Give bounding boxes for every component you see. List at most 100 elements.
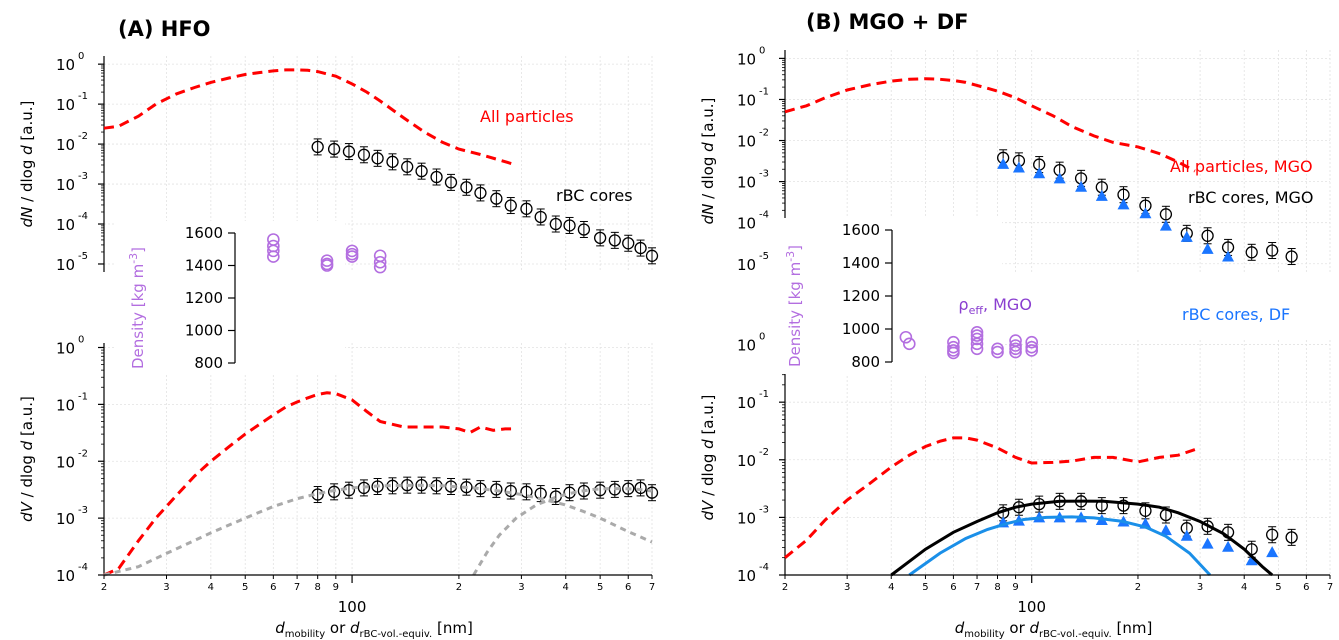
x-minor-label: 4 — [563, 582, 569, 593]
y-tick-exponent: 0 — [78, 51, 84, 62]
density-point — [947, 340, 960, 354]
annotation-label: All particles — [480, 107, 574, 126]
data-point — [504, 199, 517, 212]
data-point-triangle — [1053, 172, 1066, 184]
x-minor-label: 5 — [597, 582, 603, 593]
data-point — [357, 148, 371, 161]
density-point — [970, 337, 984, 351]
data-point — [634, 481, 647, 495]
x-minor-label: 8 — [314, 582, 320, 593]
data-point — [504, 484, 517, 498]
annotation-label: rBC cores — [556, 186, 633, 205]
annotation-label: rBC cores, DF — [1182, 305, 1290, 324]
data-point — [327, 485, 341, 498]
inset-y-title: Density [kg m-3] — [784, 245, 804, 367]
x-minor-label: 7 — [974, 582, 980, 593]
data-point — [444, 176, 458, 189]
density-point — [970, 329, 984, 342]
y-tick-label: 10 — [56, 340, 75, 358]
y-tick-exponent: -1 — [78, 391, 88, 402]
x-minor-label: 4 — [208, 582, 214, 593]
data-point — [1285, 250, 1298, 263]
x-axis: 2 3 4 5 6 7 8 9 2 3 4 5 6 7 100 dmobility or drBC-vol.-… — [782, 574, 1333, 640]
y-tick-exponent: -1 — [78, 91, 88, 102]
annotation-label: rBC cores, MGO — [1188, 188, 1314, 207]
data-point — [430, 170, 443, 184]
density-point — [345, 250, 359, 263]
data-point — [1201, 520, 1214, 533]
x-minor-label: 9 — [1012, 582, 1018, 593]
x-minor-label: 5 — [242, 582, 248, 593]
y-tick-exponent: -2 — [78, 448, 88, 459]
y-tick-label: 10 — [737, 337, 756, 355]
density-point — [320, 259, 334, 272]
data-point — [371, 152, 384, 165]
data-point-triangle — [1117, 198, 1130, 210]
data-point — [460, 481, 473, 494]
density-point — [1009, 339, 1022, 352]
data-point-triangle — [997, 157, 1010, 169]
inset-y-tick-label: 1000 — [185, 322, 223, 340]
density-point — [991, 345, 1004, 359]
y-tick-exponent: -2 — [78, 131, 88, 142]
data-point-triangle — [1159, 219, 1172, 231]
data-point — [327, 142, 341, 156]
data-point — [622, 482, 635, 495]
x-minor-label: 3 — [518, 582, 524, 593]
x-tick-label: 100 — [1017, 598, 1046, 616]
data-point — [577, 223, 591, 236]
data-point — [311, 140, 324, 154]
series-line — [472, 487, 653, 576]
data-point-triangle — [1012, 161, 1025, 173]
y-axis-title: dN / dlog d [a.u.] — [699, 98, 717, 225]
data-point — [386, 155, 399, 168]
data-point — [608, 234, 621, 247]
data-point — [634, 241, 647, 255]
y-axis-title: dV / dlog d [a.u.] — [18, 396, 36, 522]
data-point — [357, 481, 371, 495]
density-point — [345, 244, 359, 258]
x-minor-label: 6 — [1303, 582, 1309, 593]
series-line — [103, 391, 517, 577]
inset-y-tick-label: 1400 — [185, 257, 223, 275]
data-point — [415, 165, 428, 178]
data-point — [490, 192, 503, 205]
data-point — [520, 485, 533, 498]
y-tick-label: 10 — [56, 96, 75, 114]
inset-y-title: Density [kg m-3] — [127, 247, 147, 369]
data-point — [1285, 531, 1298, 544]
data-point — [563, 219, 576, 232]
data-point — [645, 486, 659, 499]
y-tick-label: 10 — [737, 91, 756, 109]
y-tick-exponent: -3 — [759, 169, 769, 180]
inset-y-tick-label: 1400 — [842, 254, 880, 272]
density-inset: 1600 1400 1200 1000 800 Density [kg m-3] — [115, 221, 387, 375]
y-tick-exponent: -3 — [78, 171, 88, 182]
y-tick-label: 10 — [56, 510, 75, 528]
series-line — [784, 77, 1196, 173]
x-minor-label: 6 — [950, 582, 956, 593]
series-line — [890, 499, 1274, 577]
y-tick-label: 10 — [56, 567, 75, 585]
y-axis-title: dN / dlog d [a.u.] — [18, 101, 36, 228]
y-tick-label: 10 — [56, 396, 75, 414]
density-point — [1009, 345, 1022, 359]
y-tick-exponent: -5 — [759, 251, 769, 262]
y-tick-exponent: -3 — [78, 505, 88, 516]
x-minor-label: 9 — [333, 582, 339, 593]
y-tick-exponent: 0 — [78, 335, 84, 346]
density-point — [373, 260, 387, 274]
density-point — [991, 342, 1004, 356]
inset-y-tick-label: 1000 — [842, 320, 880, 338]
x-minor-label: 2 — [782, 582, 788, 593]
y-tick-exponent: -4 — [78, 211, 88, 222]
data-point — [415, 479, 428, 492]
data-point — [1245, 246, 1258, 259]
y-axis-title: dV / dlog d [a.u.] — [699, 395, 717, 521]
data-point — [534, 210, 547, 224]
x-minor-label: 2 — [1135, 582, 1141, 593]
series-line — [908, 515, 1212, 577]
data-point — [520, 202, 533, 215]
